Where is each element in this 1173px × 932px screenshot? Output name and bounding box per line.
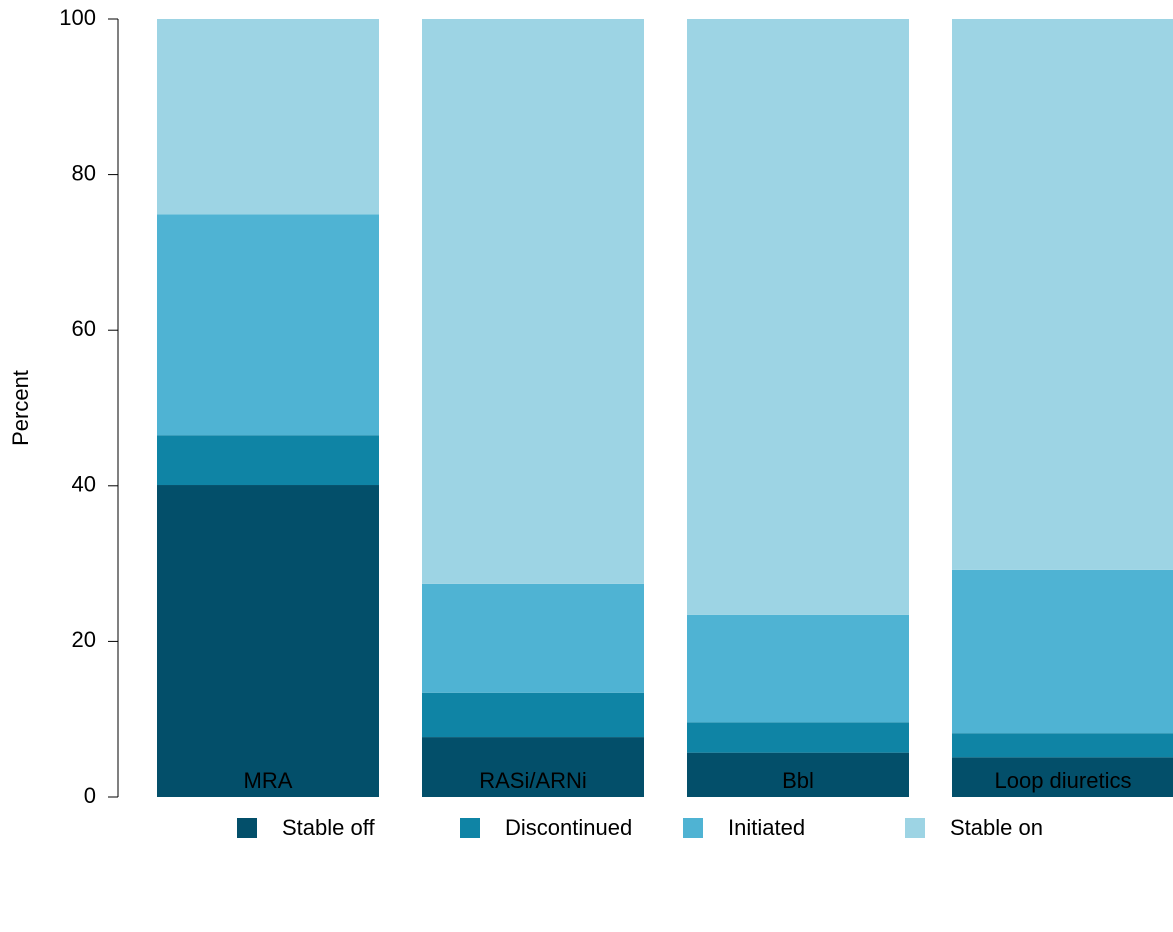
bar-segment (422, 583, 644, 693)
bar-segment (157, 435, 379, 486)
y-tick-label: 40 (72, 472, 96, 497)
legend-label: Stable off (282, 815, 375, 840)
x-tick-label: Bbl (782, 768, 814, 793)
legend-swatch (460, 818, 480, 838)
legend-swatch (905, 818, 925, 838)
y-tick-label: 20 (72, 627, 96, 652)
legend-swatch (237, 818, 257, 838)
bar-segment (687, 722, 909, 753)
legend-swatch (683, 818, 703, 838)
bar-segment (157, 19, 379, 215)
bar-segment (687, 614, 909, 723)
y-tick-label: 0 (84, 783, 96, 808)
bar-segment (687, 19, 909, 615)
bar-segment (422, 737, 644, 797)
x-tick-label: MRA (244, 768, 293, 793)
bar-segment (952, 733, 1173, 758)
legend-label: Stable on (950, 815, 1043, 840)
y-tick-label: 60 (72, 316, 96, 341)
x-tick-label: RASi/ARNi (479, 768, 587, 793)
y-tick-label: 80 (72, 160, 96, 185)
y-tick-label: 100 (59, 5, 96, 30)
x-tick-label: Loop diuretics (995, 768, 1132, 793)
bar-segment (952, 757, 1173, 797)
bar-segment (157, 485, 379, 797)
bar-segment (952, 19, 1173, 570)
bar-segment (952, 569, 1173, 734)
bar-segment (422, 19, 644, 584)
bar-segment (157, 214, 379, 436)
y-axis-label: Percent (8, 370, 33, 446)
legend-label: Initiated (728, 815, 805, 840)
bar-segment (687, 752, 909, 797)
bar-segment (422, 692, 644, 738)
legend-label: Discontinued (505, 815, 632, 840)
